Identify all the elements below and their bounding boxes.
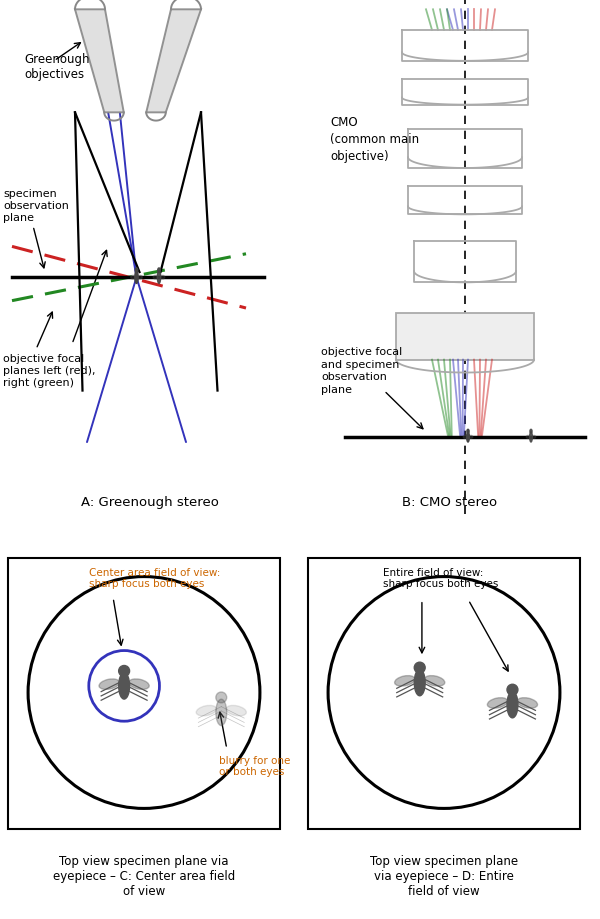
- Ellipse shape: [395, 675, 415, 686]
- Ellipse shape: [99, 679, 119, 689]
- Circle shape: [530, 430, 532, 434]
- Ellipse shape: [153, 276, 158, 279]
- Text: blurry for one
or both eyes: blurry for one or both eyes: [219, 754, 290, 777]
- Circle shape: [507, 685, 518, 696]
- Ellipse shape: [467, 432, 469, 443]
- FancyBboxPatch shape: [8, 558, 280, 830]
- Text: Top view specimen plane via
eyepiece – C: Center area field
of view: Top view specimen plane via eyepiece – C…: [53, 854, 235, 897]
- Circle shape: [135, 268, 138, 273]
- FancyBboxPatch shape: [308, 558, 580, 830]
- Ellipse shape: [517, 698, 538, 709]
- Ellipse shape: [414, 670, 425, 696]
- Ellipse shape: [135, 272, 138, 284]
- Text: objective focal
and specimen
observation
plane: objective focal and specimen observation…: [321, 347, 402, 394]
- Ellipse shape: [138, 276, 142, 279]
- Ellipse shape: [469, 436, 473, 439]
- Ellipse shape: [424, 675, 445, 686]
- Polygon shape: [396, 314, 534, 360]
- Polygon shape: [146, 10, 201, 113]
- Text: B: CMO stereo: B: CMO stereo: [403, 495, 497, 508]
- Polygon shape: [75, 10, 124, 113]
- Text: Center area field of view:
sharp focus both eyes: Center area field of view: sharp focus b…: [89, 567, 220, 588]
- Ellipse shape: [131, 276, 135, 279]
- Ellipse shape: [532, 436, 536, 439]
- Ellipse shape: [119, 673, 130, 699]
- Ellipse shape: [487, 698, 508, 709]
- Ellipse shape: [530, 432, 532, 443]
- Ellipse shape: [507, 692, 518, 718]
- Text: A: Greenough stereo: A: Greenough stereo: [81, 495, 219, 508]
- Circle shape: [119, 665, 130, 676]
- Text: Greenough
objectives: Greenough objectives: [24, 53, 89, 81]
- Text: Entire field of view:
sharp focus both eyes: Entire field of view: sharp focus both e…: [383, 567, 499, 588]
- Ellipse shape: [526, 436, 530, 439]
- Ellipse shape: [216, 699, 227, 726]
- Ellipse shape: [226, 706, 247, 716]
- Text: Top view specimen plane
via eyepiece – D: Entire
field of view: Top view specimen plane via eyepiece – D…: [370, 854, 518, 897]
- Circle shape: [467, 430, 469, 434]
- Text: specimen
observation
plane: specimen observation plane: [3, 188, 69, 223]
- Ellipse shape: [129, 679, 149, 689]
- Text: objective focal
planes left (red),
right (green): objective focal planes left (red), right…: [3, 353, 95, 388]
- Ellipse shape: [196, 706, 217, 716]
- Text: CMO
(common main
objective): CMO (common main objective): [330, 116, 419, 163]
- Circle shape: [216, 692, 227, 703]
- Circle shape: [414, 663, 425, 674]
- Circle shape: [158, 268, 160, 273]
- Ellipse shape: [160, 276, 165, 279]
- Ellipse shape: [157, 272, 161, 284]
- Ellipse shape: [463, 436, 467, 439]
